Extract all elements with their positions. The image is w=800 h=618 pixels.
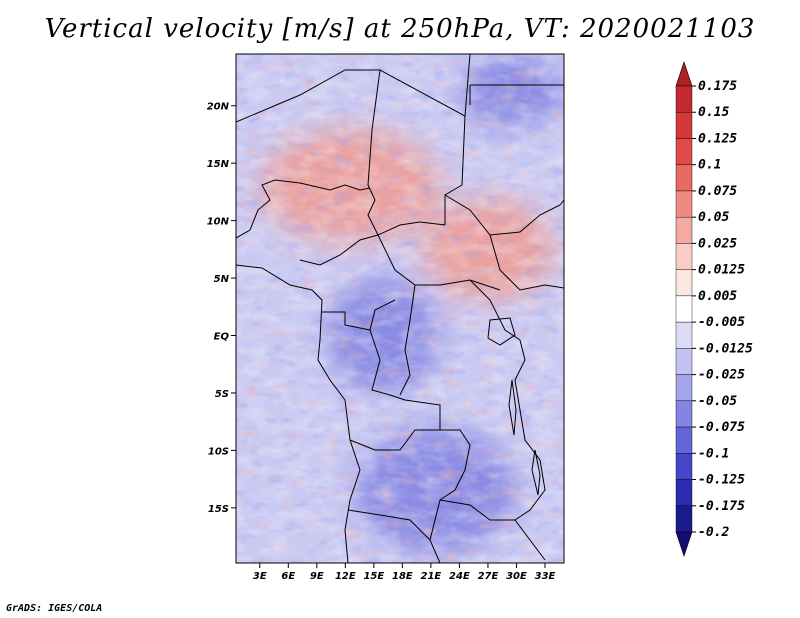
x-tick-label: 33E (535, 571, 556, 582)
colorbar-label: -0.025 (698, 368, 745, 383)
colorbar-label: -0.075 (698, 420, 745, 435)
country-borders (236, 54, 564, 563)
border-namibia (347, 509, 431, 541)
border-zambia (439, 499, 546, 561)
colorbar-swatch (675, 269, 693, 297)
colorbar-swatch (675, 243, 693, 270)
colorbar-label: -0.05 (698, 394, 737, 409)
colorbar-swatch (675, 295, 693, 323)
x-tick-label: 3E (253, 571, 267, 582)
border-nigeria-cameroon (299, 234, 501, 291)
border-angola (344, 399, 440, 563)
colorbar-label: -0.0125 (698, 341, 753, 356)
colorbar: 0.175 0.15 0.125 0.1 0.075 0.05 0.025 0.0125 0.0… (675, 61, 753, 557)
colorbar-arrow-bottom (675, 531, 693, 557)
colorbar-label: -0.125 (698, 473, 745, 488)
border-lake-tanganyika (508, 379, 517, 436)
y-tick-label: 15S (208, 504, 229, 515)
x-tick-label: 21E (421, 571, 442, 582)
x-tick-label: 15E (363, 571, 384, 582)
colorbar-swatch (675, 85, 693, 113)
colorbar-label: 0.1 (698, 158, 721, 173)
colorbar-swatch (675, 426, 693, 454)
colorbar-label: -0.1 (698, 446, 729, 461)
x-tick-label: 6E (281, 571, 295, 582)
colorbar-swatch (675, 190, 693, 218)
colorbar-swatch (675, 164, 693, 192)
y-tick-label: 10N (207, 217, 230, 228)
border-chad-sudan (367, 69, 446, 236)
colorbar-swatch (675, 321, 693, 349)
colorbar-swatch (675, 505, 693, 533)
colorbar-swatch (675, 374, 693, 402)
y-tick-label: 5S (215, 389, 229, 400)
y-tick-label: EQ (214, 332, 230, 343)
border-sahara-north (236, 69, 466, 225)
colorbar-swatch (675, 348, 693, 375)
border-lake-malawi (531, 449, 541, 496)
x-tick-label: 24E (449, 571, 470, 582)
border-sudan-east (464, 54, 564, 117)
x-tick-label: 12E (335, 571, 356, 582)
grads-credit: GrADS: IGES/COLA (6, 603, 103, 614)
border-drc (369, 329, 471, 563)
colorbar-label: -0.175 (698, 499, 745, 514)
border-congo-gabon (322, 299, 396, 331)
border-ethiopia (489, 234, 564, 291)
colorbar-label: 0.025 (698, 236, 737, 251)
border-gulf-coast (236, 264, 346, 401)
x-axis: 3E 6E 9E 12E 15E 18E 21E 24E 27E 30E 33E (253, 563, 556, 582)
colorbar-label: 0.075 (698, 184, 737, 199)
border-horn (444, 194, 564, 236)
colorbar-arrow-top (675, 61, 693, 87)
colorbar-swatch (675, 400, 693, 428)
y-tick-label: 20N (207, 102, 230, 113)
colorbar-swatch (675, 453, 693, 480)
colorbar-label: 0.0125 (698, 263, 745, 278)
border-lake-victoria (487, 317, 516, 346)
chart-title: Vertical velocity [m/s] at 250hPa, VT: 2… (44, 14, 756, 44)
x-tick-label: 18E (392, 571, 413, 582)
map-frame (235, 53, 565, 564)
colorbar-swatch (675, 138, 693, 165)
y-tick-label: 5N (214, 274, 230, 285)
colorbar-label: -0.005 (698, 315, 745, 330)
x-tick-label: 30E (506, 571, 527, 582)
y-axis: 20N 15N 10N 5N EQ 5S 10S 15S (207, 102, 236, 515)
y-tick-label: 10S (208, 446, 229, 457)
colorbar-label: 0.175 (698, 79, 737, 94)
field-texture-white (236, 54, 564, 563)
border-west-coast (236, 179, 371, 239)
y-tick-label: 15N (207, 159, 230, 170)
colorbar-label: -0.2 (698, 525, 729, 540)
colorbar-swatch (675, 216, 693, 244)
colorbar-label: 0.005 (698, 289, 737, 304)
colorbar-label: 0.125 (698, 131, 737, 146)
colorbar-swatch (675, 112, 693, 139)
colorbar-swatch (675, 479, 693, 506)
map-plot-area (236, 54, 564, 563)
colorbar-label: 0.15 (698, 105, 729, 120)
x-tick-label: 27E (478, 571, 499, 582)
border-east-africa (399, 279, 546, 521)
colorbar-label: 0.05 (698, 210, 729, 225)
x-tick-label: 9E (310, 571, 324, 582)
